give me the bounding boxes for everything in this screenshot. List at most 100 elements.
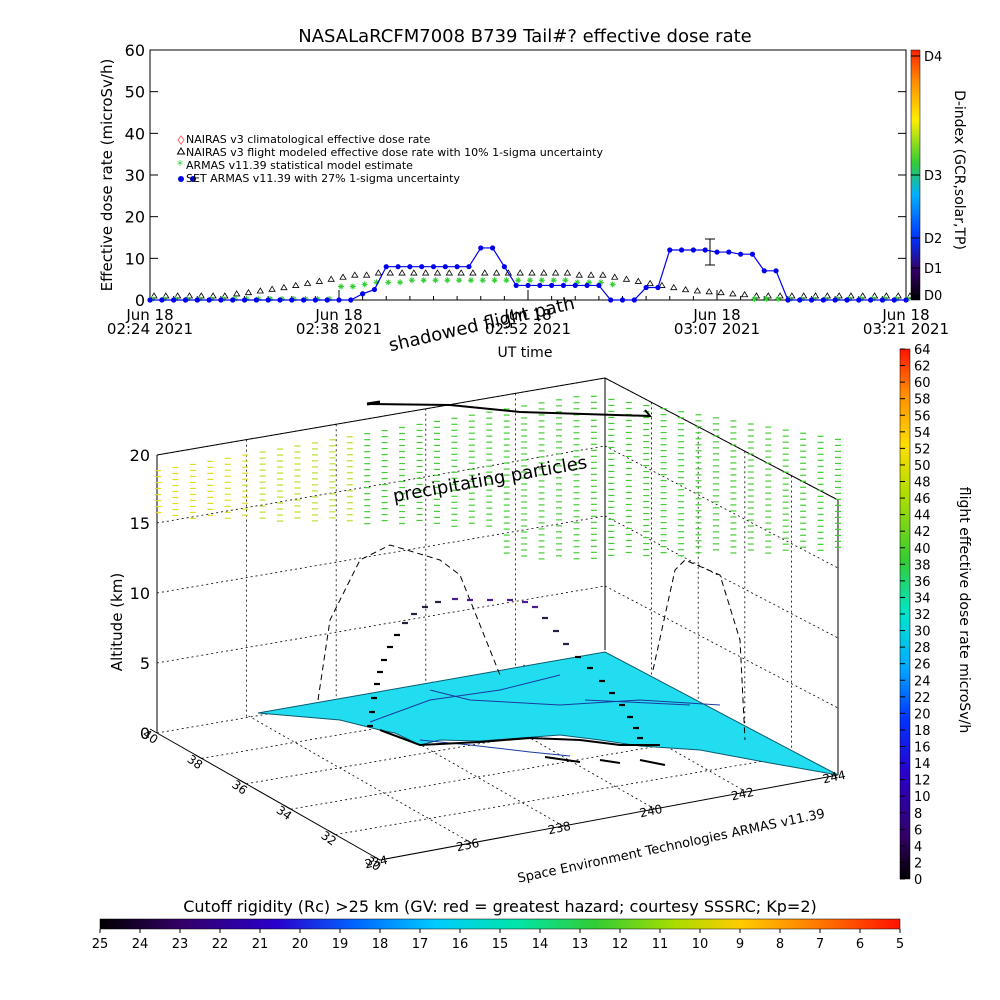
ground-features <box>369 674 721 757</box>
nairas-point <box>717 288 725 296</box>
grid-line <box>604 445 839 569</box>
legend-item-set-armas: SET ARMAS v11.39 with 27% 1-sigma uncert… <box>178 172 460 185</box>
set-armas-point <box>608 297 614 303</box>
x-tick-label-date: Jun 18 <box>314 306 362 324</box>
legend-label: NAIRAS v3 climatological effective dose … <box>186 133 431 146</box>
nairas-point <box>185 292 194 299</box>
flight-path-shadow-top-start <box>366 400 381 406</box>
set-armas-point <box>442 264 448 270</box>
grid-line <box>156 515 606 594</box>
y-tick-label: 30 <box>125 166 145 185</box>
nairas-point <box>197 292 205 299</box>
cutoff-tick-label: 12 <box>612 937 629 952</box>
set-armas-point <box>738 251 744 257</box>
set-armas-point <box>808 297 815 303</box>
cutoff-tick-label: 21 <box>252 937 269 952</box>
cutoff-tick-label: 19 <box>332 937 349 952</box>
nairas-point <box>386 269 394 276</box>
set-armas-point <box>785 297 791 303</box>
flight-path-shadow-top <box>366 403 653 418</box>
colorbar-tick-label: 50 <box>914 459 931 474</box>
colorbar-tick-label: 48 <box>914 476 931 491</box>
longitude-tick-label: 238 <box>547 819 572 837</box>
latitude-tick-mark <box>372 855 381 861</box>
grid-line <box>156 585 606 664</box>
x-tick-label-time: 02:38 2021 <box>296 320 382 338</box>
nairas-point <box>859 292 867 299</box>
set-armas-point <box>867 297 874 303</box>
armas-point <box>751 296 758 302</box>
colorbar-tick-label: 0 <box>914 873 922 888</box>
armas-point <box>479 277 486 284</box>
d-index-tick-label: D2 <box>924 232 942 247</box>
legend-label: NAIRAS v3 flight modeled effective dose … <box>186 146 603 159</box>
cutoff-tick-label: 13 <box>572 937 589 952</box>
cutoff-rigidity-colorbar-fill <box>99 918 901 930</box>
grid-line <box>604 515 839 639</box>
nairas-point <box>752 292 761 299</box>
set-armas-point <box>300 297 307 303</box>
asterisk-marker-icon: * <box>177 158 183 172</box>
colorbar-tick-label: 42 <box>914 525 931 540</box>
nairas-point <box>244 288 253 296</box>
nairas-point <box>481 269 489 276</box>
nairas-point <box>894 292 902 299</box>
set-armas-point <box>879 297 885 303</box>
x-tick-label-time: 02:24 2021 <box>107 320 193 338</box>
set-armas-point <box>820 297 826 303</box>
colorbar-tick-label: 60 <box>914 376 931 391</box>
cutoff-tick-label: 16 <box>452 937 469 952</box>
set-armas-point <box>572 282 578 289</box>
grid-line <box>156 377 606 456</box>
nairas-point <box>599 271 607 278</box>
latitude-tick-mark <box>283 804 292 810</box>
colorbar-tick-label: 14 <box>914 757 931 772</box>
colorbar-tick-label: 26 <box>914 658 931 673</box>
set-armas-point <box>501 264 507 270</box>
set-armas-point <box>171 297 177 303</box>
set-armas-point <box>513 282 519 289</box>
colorbar-tick-label: 62 <box>914 360 931 375</box>
nairas-point <box>362 271 371 278</box>
x-tick-label-date: Jun 18 <box>692 306 740 324</box>
d-index-tick-label: D4 <box>924 50 942 65</box>
set-armas-point <box>903 297 909 303</box>
nairas-point <box>764 292 772 299</box>
triangle-marker-icon <box>176 147 186 155</box>
set-armas-point <box>773 268 779 274</box>
x-tick-label-time: 03:21 2021 <box>863 320 949 338</box>
y-axis-label: Effective dose rate (microSv/h) <box>98 59 116 292</box>
nairas-point <box>729 290 737 297</box>
nairas-point <box>563 269 572 276</box>
nairas-point <box>504 269 513 276</box>
armas-point <box>538 277 545 284</box>
nairas-point <box>469 269 477 276</box>
flight-path <box>367 597 643 740</box>
colorbar-tick-label: 64 <box>914 343 931 358</box>
d-index-tick-label: D3 <box>924 169 942 184</box>
colorbar-tick-label: 6 <box>914 823 922 838</box>
set-armas-point <box>241 297 248 303</box>
set-armas-point <box>348 297 354 303</box>
set-armas-point <box>312 297 318 303</box>
set-armas-point <box>749 251 756 257</box>
legend: NAIRAS v3 climatological effective dose … <box>176 133 603 185</box>
y-tick-label: 10 <box>125 249 145 268</box>
cutoff-tick-label: 18 <box>372 937 389 952</box>
armas-point <box>503 277 510 284</box>
y-tick-label: 20 <box>125 208 145 227</box>
set-armas-point <box>714 249 720 255</box>
dot-marker-icon <box>190 176 196 182</box>
armas-point <box>609 281 616 288</box>
cutoff-tick-label: 6 <box>856 937 864 952</box>
grid-line <box>201 681 650 759</box>
colorbar-tick-label: 18 <box>914 724 931 739</box>
ground-surface <box>257 651 839 776</box>
set-armas-point <box>856 297 862 303</box>
set-armas-point <box>489 245 496 251</box>
nairas-point <box>268 285 276 292</box>
nairas-point <box>823 292 832 299</box>
legend-item-armas-model: * ARMAS v11.39 statistical model estimat… <box>177 158 413 172</box>
colorbar-tick-label: 46 <box>914 492 931 507</box>
cutoff-tick-label: 10 <box>692 937 709 952</box>
